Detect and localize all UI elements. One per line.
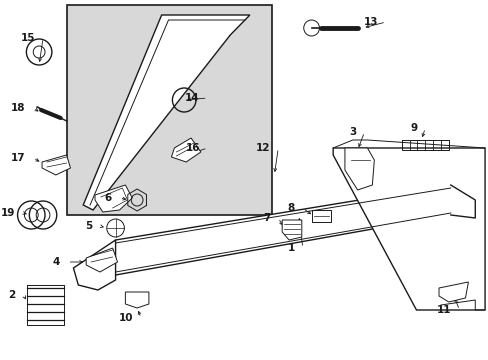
Polygon shape xyxy=(344,148,373,190)
Text: 9: 9 xyxy=(409,123,417,133)
Text: 10: 10 xyxy=(119,313,133,323)
Bar xyxy=(66,5,272,215)
Polygon shape xyxy=(42,155,70,175)
Polygon shape xyxy=(73,240,115,290)
Text: 7: 7 xyxy=(263,213,270,223)
Text: 2: 2 xyxy=(8,290,16,300)
Polygon shape xyxy=(86,248,117,272)
Polygon shape xyxy=(171,138,201,162)
Text: 16: 16 xyxy=(185,143,200,153)
Text: 18: 18 xyxy=(11,103,25,113)
Text: 12: 12 xyxy=(255,143,270,153)
Polygon shape xyxy=(332,148,484,310)
Text: 8: 8 xyxy=(287,203,294,213)
Text: 5: 5 xyxy=(84,221,92,231)
Polygon shape xyxy=(98,185,474,275)
Polygon shape xyxy=(438,282,468,302)
Polygon shape xyxy=(95,185,132,212)
Text: 6: 6 xyxy=(104,193,111,203)
Polygon shape xyxy=(83,15,249,210)
Text: 3: 3 xyxy=(349,127,356,137)
Text: 13: 13 xyxy=(363,17,378,27)
Polygon shape xyxy=(125,292,149,308)
Text: 4: 4 xyxy=(52,257,60,267)
Text: 19: 19 xyxy=(1,208,16,218)
Text: 11: 11 xyxy=(436,305,451,315)
Text: 1: 1 xyxy=(287,243,294,253)
Text: 14: 14 xyxy=(185,93,200,103)
Text: 17: 17 xyxy=(11,153,25,163)
Text: 15: 15 xyxy=(20,33,35,43)
Polygon shape xyxy=(282,220,301,240)
